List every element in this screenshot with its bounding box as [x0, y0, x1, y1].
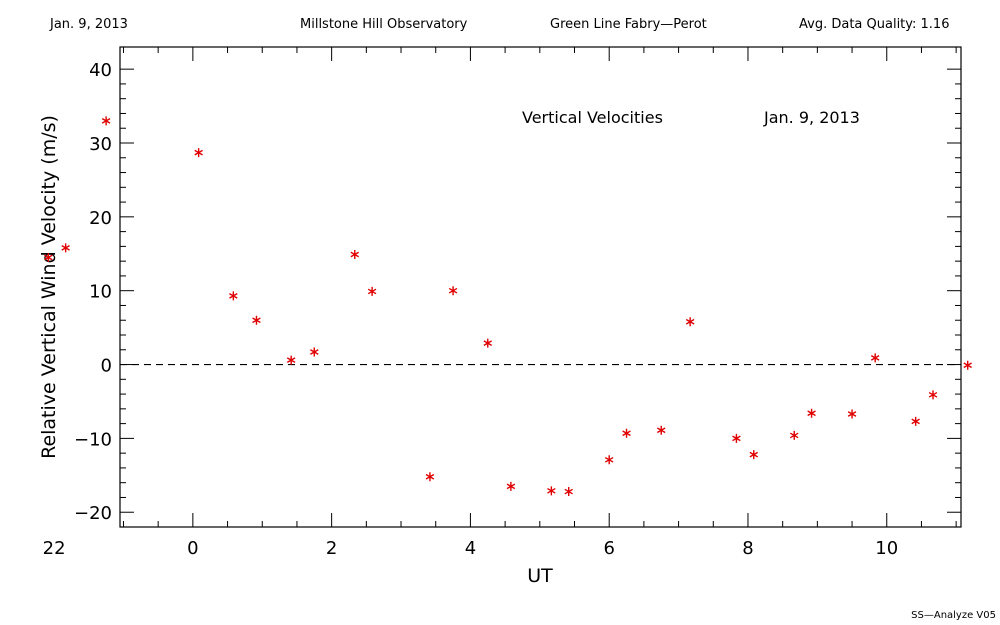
data-point: [564, 487, 573, 497]
data-point: [252, 315, 261, 325]
data-point: [310, 347, 319, 357]
data-point: [622, 428, 631, 438]
data-point: [807, 408, 816, 418]
data-point: [101, 116, 111, 126]
y-tick-label: 30: [89, 134, 112, 155]
data-point: [656, 425, 666, 435]
y-tick-label: 10: [89, 282, 112, 303]
header-date: Jan. 9, 2013: [50, 17, 128, 32]
data-point: [547, 486, 556, 496]
data-point: [789, 430, 799, 440]
data-point: [963, 360, 972, 370]
y-tick-label: −20: [74, 503, 112, 524]
y-tick-label: −10: [74, 429, 112, 450]
x-tick-label: 2: [326, 538, 337, 559]
data-point: [506, 481, 516, 491]
x-tick-label: 6: [603, 538, 614, 559]
x-axis-title: UT: [527, 565, 553, 587]
y-tick-label: 0: [101, 356, 112, 377]
plot-frame: [119, 46, 962, 528]
y-tick-label: 40: [89, 60, 112, 81]
data-point: [604, 455, 614, 465]
header-instrument: Green Line Fabry—Perot: [550, 17, 707, 32]
data-point: [350, 250, 360, 260]
x-tick-label: 10: [875, 538, 898, 559]
data-point: [732, 433, 741, 443]
annotation-date: Jan. 9, 2013: [763, 108, 860, 127]
y-tick-label: 20: [89, 208, 112, 229]
x-tick-label: 8: [742, 538, 753, 559]
data-point: [749, 450, 759, 460]
data-point: [367, 286, 377, 296]
data-point: [483, 338, 493, 348]
data-point: [870, 353, 880, 363]
data-point: [194, 148, 203, 158]
header-observatory: Millstone Hill Observatory: [300, 17, 468, 32]
data-point: [911, 416, 920, 426]
data-point: [286, 355, 296, 365]
data-point: [61, 243, 70, 253]
data-point: [847, 409, 857, 419]
data-point: [928, 390, 938, 400]
data-point: [425, 472, 435, 482]
footer-software: SS—Analyze V05: [911, 610, 996, 621]
data-point: [685, 317, 695, 327]
y-axis-title: Relative Vertical Wind Velocity (m/s): [38, 115, 60, 459]
data-point: [229, 291, 238, 301]
data-point: [448, 286, 458, 296]
x-tick-label: 0: [187, 538, 198, 559]
x-tick-label: 22: [43, 538, 66, 559]
annotation-title: Vertical Velocities: [522, 108, 663, 127]
header-quality: Avg. Data Quality: 1.16: [799, 17, 950, 32]
x-tick-label: 4: [465, 538, 476, 559]
data-point: [44, 252, 53, 262]
